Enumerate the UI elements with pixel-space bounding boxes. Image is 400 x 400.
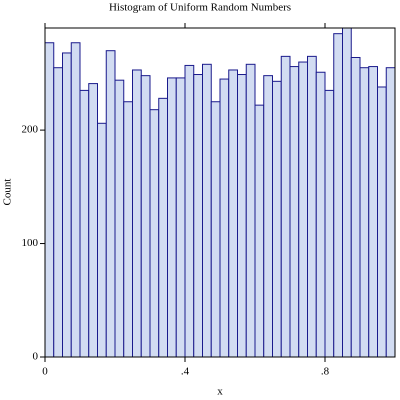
bar	[105, 50, 116, 358]
x-tick-label: .4	[181, 366, 190, 378]
x-tick-label: .8	[321, 366, 330, 378]
bar	[237, 74, 247, 358]
bar	[280, 55, 291, 358]
bar	[219, 78, 230, 358]
bar	[359, 67, 370, 358]
chart-title: Histogram of Uniform Random Numbers	[109, 2, 291, 14]
bar	[210, 101, 221, 358]
bar	[97, 122, 107, 358]
y-tick-label: 200	[22, 124, 39, 136]
bar	[272, 80, 282, 358]
bar	[307, 55, 317, 358]
bar	[132, 69, 142, 358]
bar	[53, 67, 63, 358]
bar	[254, 104, 265, 358]
y-tick-label: 100	[22, 237, 39, 249]
bar	[315, 71, 326, 358]
bar	[149, 109, 160, 358]
y-tick-label: 0	[33, 351, 39, 363]
bar	[62, 52, 72, 358]
bar	[228, 69, 238, 358]
bar	[385, 67, 396, 358]
bar	[324, 89, 335, 358]
bar	[245, 63, 256, 358]
plot-frame	[44, 27, 396, 358]
x-axis-label: x	[217, 386, 223, 398]
bar	[289, 66, 300, 358]
bar	[263, 75, 273, 358]
bar	[368, 66, 378, 358]
y-axis-label: Count	[2, 179, 14, 206]
bar	[88, 83, 98, 358]
bar	[140, 75, 151, 358]
bar	[350, 56, 361, 358]
bar	[193, 74, 203, 358]
bar	[158, 97, 168, 358]
bar	[377, 86, 387, 358]
bar	[184, 64, 195, 358]
bar	[44, 42, 55, 358]
bar	[114, 79, 125, 358]
bar	[123, 101, 133, 358]
bar	[79, 89, 90, 358]
bar	[70, 42, 81, 358]
bar	[333, 33, 343, 358]
bar	[202, 63, 212, 358]
bar	[175, 77, 186, 358]
bar	[298, 61, 308, 358]
bar	[167, 77, 177, 358]
bar	[342, 27, 352, 358]
x-tick-label: 0	[42, 366, 48, 378]
